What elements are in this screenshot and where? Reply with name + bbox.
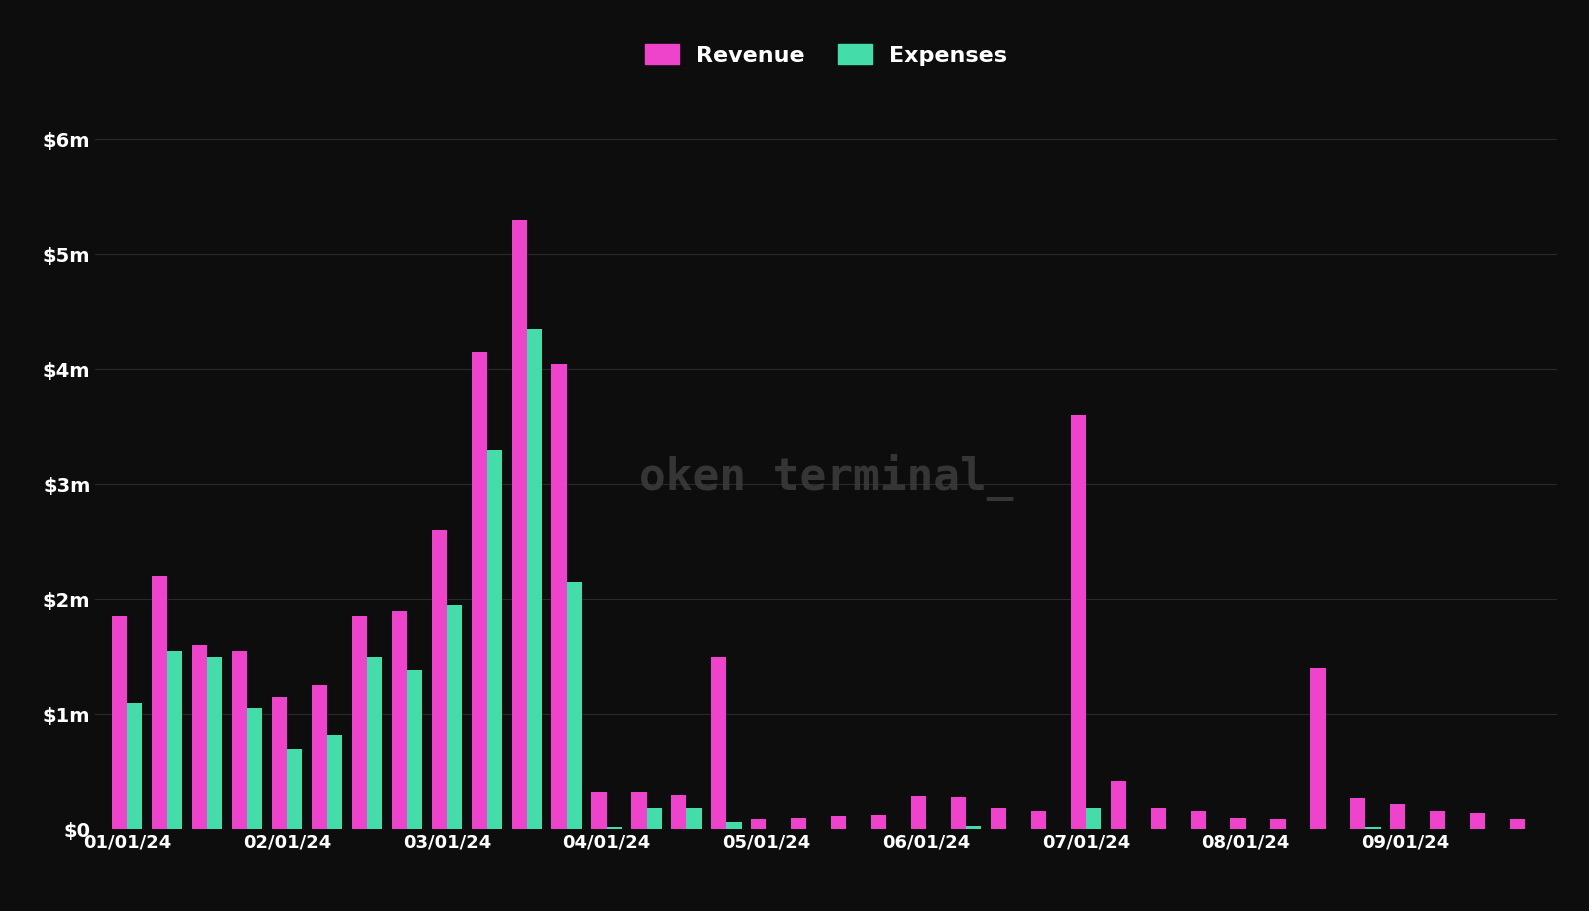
Bar [752,819,766,829]
Bar [1510,819,1525,829]
Bar [1351,798,1365,829]
Bar [472,352,486,829]
Legend: Revenue, Expenses: Revenue, Expenses [634,34,1019,77]
Bar [1071,415,1085,829]
Bar [591,793,607,829]
Bar [551,363,567,829]
Bar [607,826,621,829]
Bar [1190,811,1206,829]
Bar [910,795,926,829]
Bar [248,709,262,829]
Bar [1430,811,1446,829]
Bar [992,808,1006,829]
Bar [831,816,847,829]
Bar [1311,668,1325,829]
Bar [192,645,207,829]
Bar [232,650,248,829]
Bar [486,450,502,829]
Bar [432,530,447,829]
Bar [392,610,407,829]
Bar [512,220,526,829]
Bar [167,650,183,829]
Bar [871,815,887,829]
Bar [1365,826,1381,829]
Bar [791,817,806,829]
Bar [1111,781,1127,829]
Bar [631,793,647,829]
Bar [1271,819,1286,829]
Bar [407,670,423,829]
Bar [526,329,542,829]
Bar [1390,804,1405,829]
Bar [726,822,742,829]
Bar [1085,808,1101,829]
Bar [686,808,702,829]
Bar [1031,811,1046,829]
Bar [288,749,302,829]
Bar [127,702,143,829]
Bar [207,657,222,829]
Bar [671,794,686,829]
Text: oken terminal_: oken terminal_ [639,455,1014,501]
Bar [567,582,582,829]
Bar [1470,813,1486,829]
Bar [351,617,367,829]
Bar [1230,817,1246,829]
Bar [447,605,462,829]
Bar [647,808,661,829]
Bar [327,735,342,829]
Bar [311,685,327,829]
Bar [1150,808,1166,829]
Bar [272,697,288,829]
Bar [153,576,167,829]
Bar [367,657,381,829]
Bar [712,657,726,829]
Bar [950,797,966,829]
Bar [113,617,127,829]
Bar [966,826,982,829]
